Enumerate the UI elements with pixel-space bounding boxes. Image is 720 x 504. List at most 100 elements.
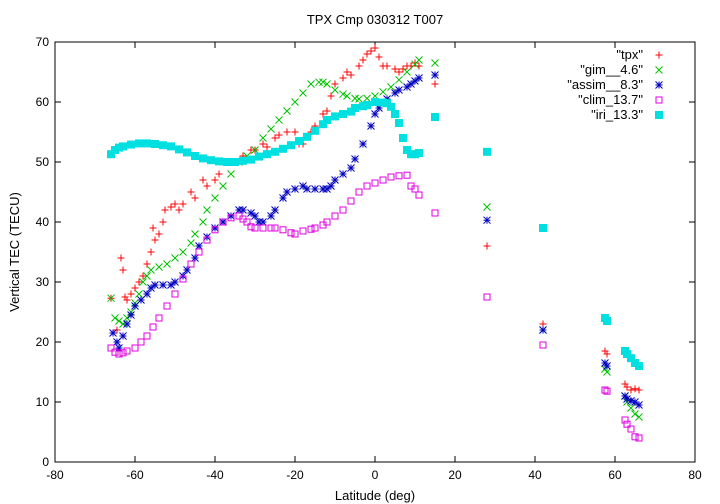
- plus-icon: [283, 128, 291, 136]
- data-point: [415, 56, 423, 64]
- filled-square-icon: [323, 116, 331, 124]
- filled-square-icon: [395, 119, 403, 127]
- star-icon: [391, 89, 399, 97]
- legend-label: "iri_13.3": [591, 107, 643, 122]
- data-point: [627, 396, 635, 405]
- data-point: [311, 224, 319, 232]
- plus-icon: [331, 80, 339, 88]
- cross-icon: [355, 95, 363, 103]
- data-point: [203, 236, 211, 244]
- star-icon: [623, 395, 631, 403]
- square-icon: [627, 425, 635, 433]
- cross-icon: [415, 56, 423, 64]
- data-point: [127, 311, 135, 319]
- x-tick-label: 60: [608, 468, 622, 482]
- square-icon: [323, 218, 331, 226]
- data-point: [259, 218, 267, 226]
- star-icon: [299, 182, 307, 190]
- data-point: [113, 326, 121, 334]
- data-point: [601, 359, 609, 367]
- filled-square-icon: [127, 140, 135, 149]
- filled-square-icon: [271, 147, 279, 156]
- data-point: [119, 332, 127, 340]
- star-icon: [483, 216, 491, 225]
- filled-square-icon: [199, 154, 207, 163]
- filled-square-icon: [191, 152, 199, 160]
- data-point: [223, 158, 231, 166]
- square-icon: [279, 226, 287, 234]
- data-point: [247, 223, 255, 231]
- data-point: [191, 194, 199, 202]
- star-icon: [291, 185, 299, 193]
- filled-square-icon: [119, 142, 127, 151]
- data-point: [123, 314, 131, 322]
- star-icon: [227, 212, 235, 220]
- cross-icon: [323, 80, 331, 88]
- star-icon: [131, 302, 139, 310]
- data-point: [299, 227, 307, 235]
- data-point: [539, 341, 547, 349]
- y-tick-label: 50: [36, 155, 50, 169]
- square-icon: [111, 348, 119, 356]
- data-point: [367, 122, 375, 130]
- cross-icon: [155, 263, 163, 271]
- data-point: [371, 179, 379, 187]
- data-point: [603, 387, 611, 395]
- data-point: [363, 50, 371, 58]
- data-point: [259, 224, 267, 232]
- plus-icon: [323, 107, 331, 115]
- data-point: [219, 182, 227, 190]
- plus-icon: [375, 53, 383, 61]
- square-icon: [187, 260, 195, 268]
- data-point: [359, 56, 367, 64]
- legend-marker: [655, 66, 663, 74]
- data-point: [187, 260, 195, 268]
- y-tick-label: 30: [36, 275, 50, 289]
- data-point: [483, 147, 491, 156]
- data-point: [267, 224, 275, 232]
- cross-icon: [267, 125, 275, 133]
- star-icon: [319, 185, 327, 193]
- data-point: [295, 137, 303, 145]
- square-icon: [107, 344, 115, 352]
- data-point: [323, 107, 331, 115]
- plus-icon: [155, 230, 163, 238]
- data-point: [299, 89, 307, 97]
- filled-square-icon: [635, 362, 643, 370]
- cross-icon: [259, 134, 267, 142]
- star-icon: [347, 164, 355, 172]
- data-point: [187, 188, 195, 196]
- star-icon: [109, 329, 117, 337]
- cross-icon: [379, 87, 387, 96]
- filled-square-icon: [279, 144, 287, 153]
- data-point: [131, 284, 139, 292]
- plus-icon: [147, 248, 155, 256]
- data-point: [147, 248, 155, 256]
- cross-icon: [635, 413, 643, 421]
- square-icon: [179, 275, 187, 283]
- star-icon: [151, 281, 159, 289]
- star-icon: [411, 77, 419, 85]
- data-point: [139, 272, 147, 280]
- data-point: [163, 302, 171, 310]
- square-icon: [635, 434, 643, 442]
- square-icon: [347, 197, 355, 205]
- data-point: [621, 392, 629, 400]
- star-icon: [239, 206, 247, 214]
- data-point: [411, 185, 419, 193]
- star-icon: [331, 176, 339, 184]
- cross-icon: [107, 294, 115, 303]
- filled-square-icon: [175, 145, 183, 154]
- data-point: [179, 200, 187, 208]
- y-tick-label: 20: [36, 335, 50, 349]
- y-tick-label: 40: [36, 215, 50, 229]
- plus-icon: [127, 290, 135, 298]
- data-point: [635, 362, 643, 370]
- data-point: [303, 132, 311, 141]
- star-icon: [167, 281, 175, 289]
- data-point: [219, 218, 227, 226]
- data-point: [391, 89, 399, 97]
- plus-icon: [131, 284, 139, 292]
- data-point: [315, 78, 323, 87]
- data-point: [267, 212, 275, 220]
